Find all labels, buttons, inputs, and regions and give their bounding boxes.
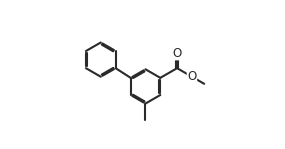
Text: O: O	[187, 70, 197, 83]
Text: O: O	[172, 47, 182, 60]
